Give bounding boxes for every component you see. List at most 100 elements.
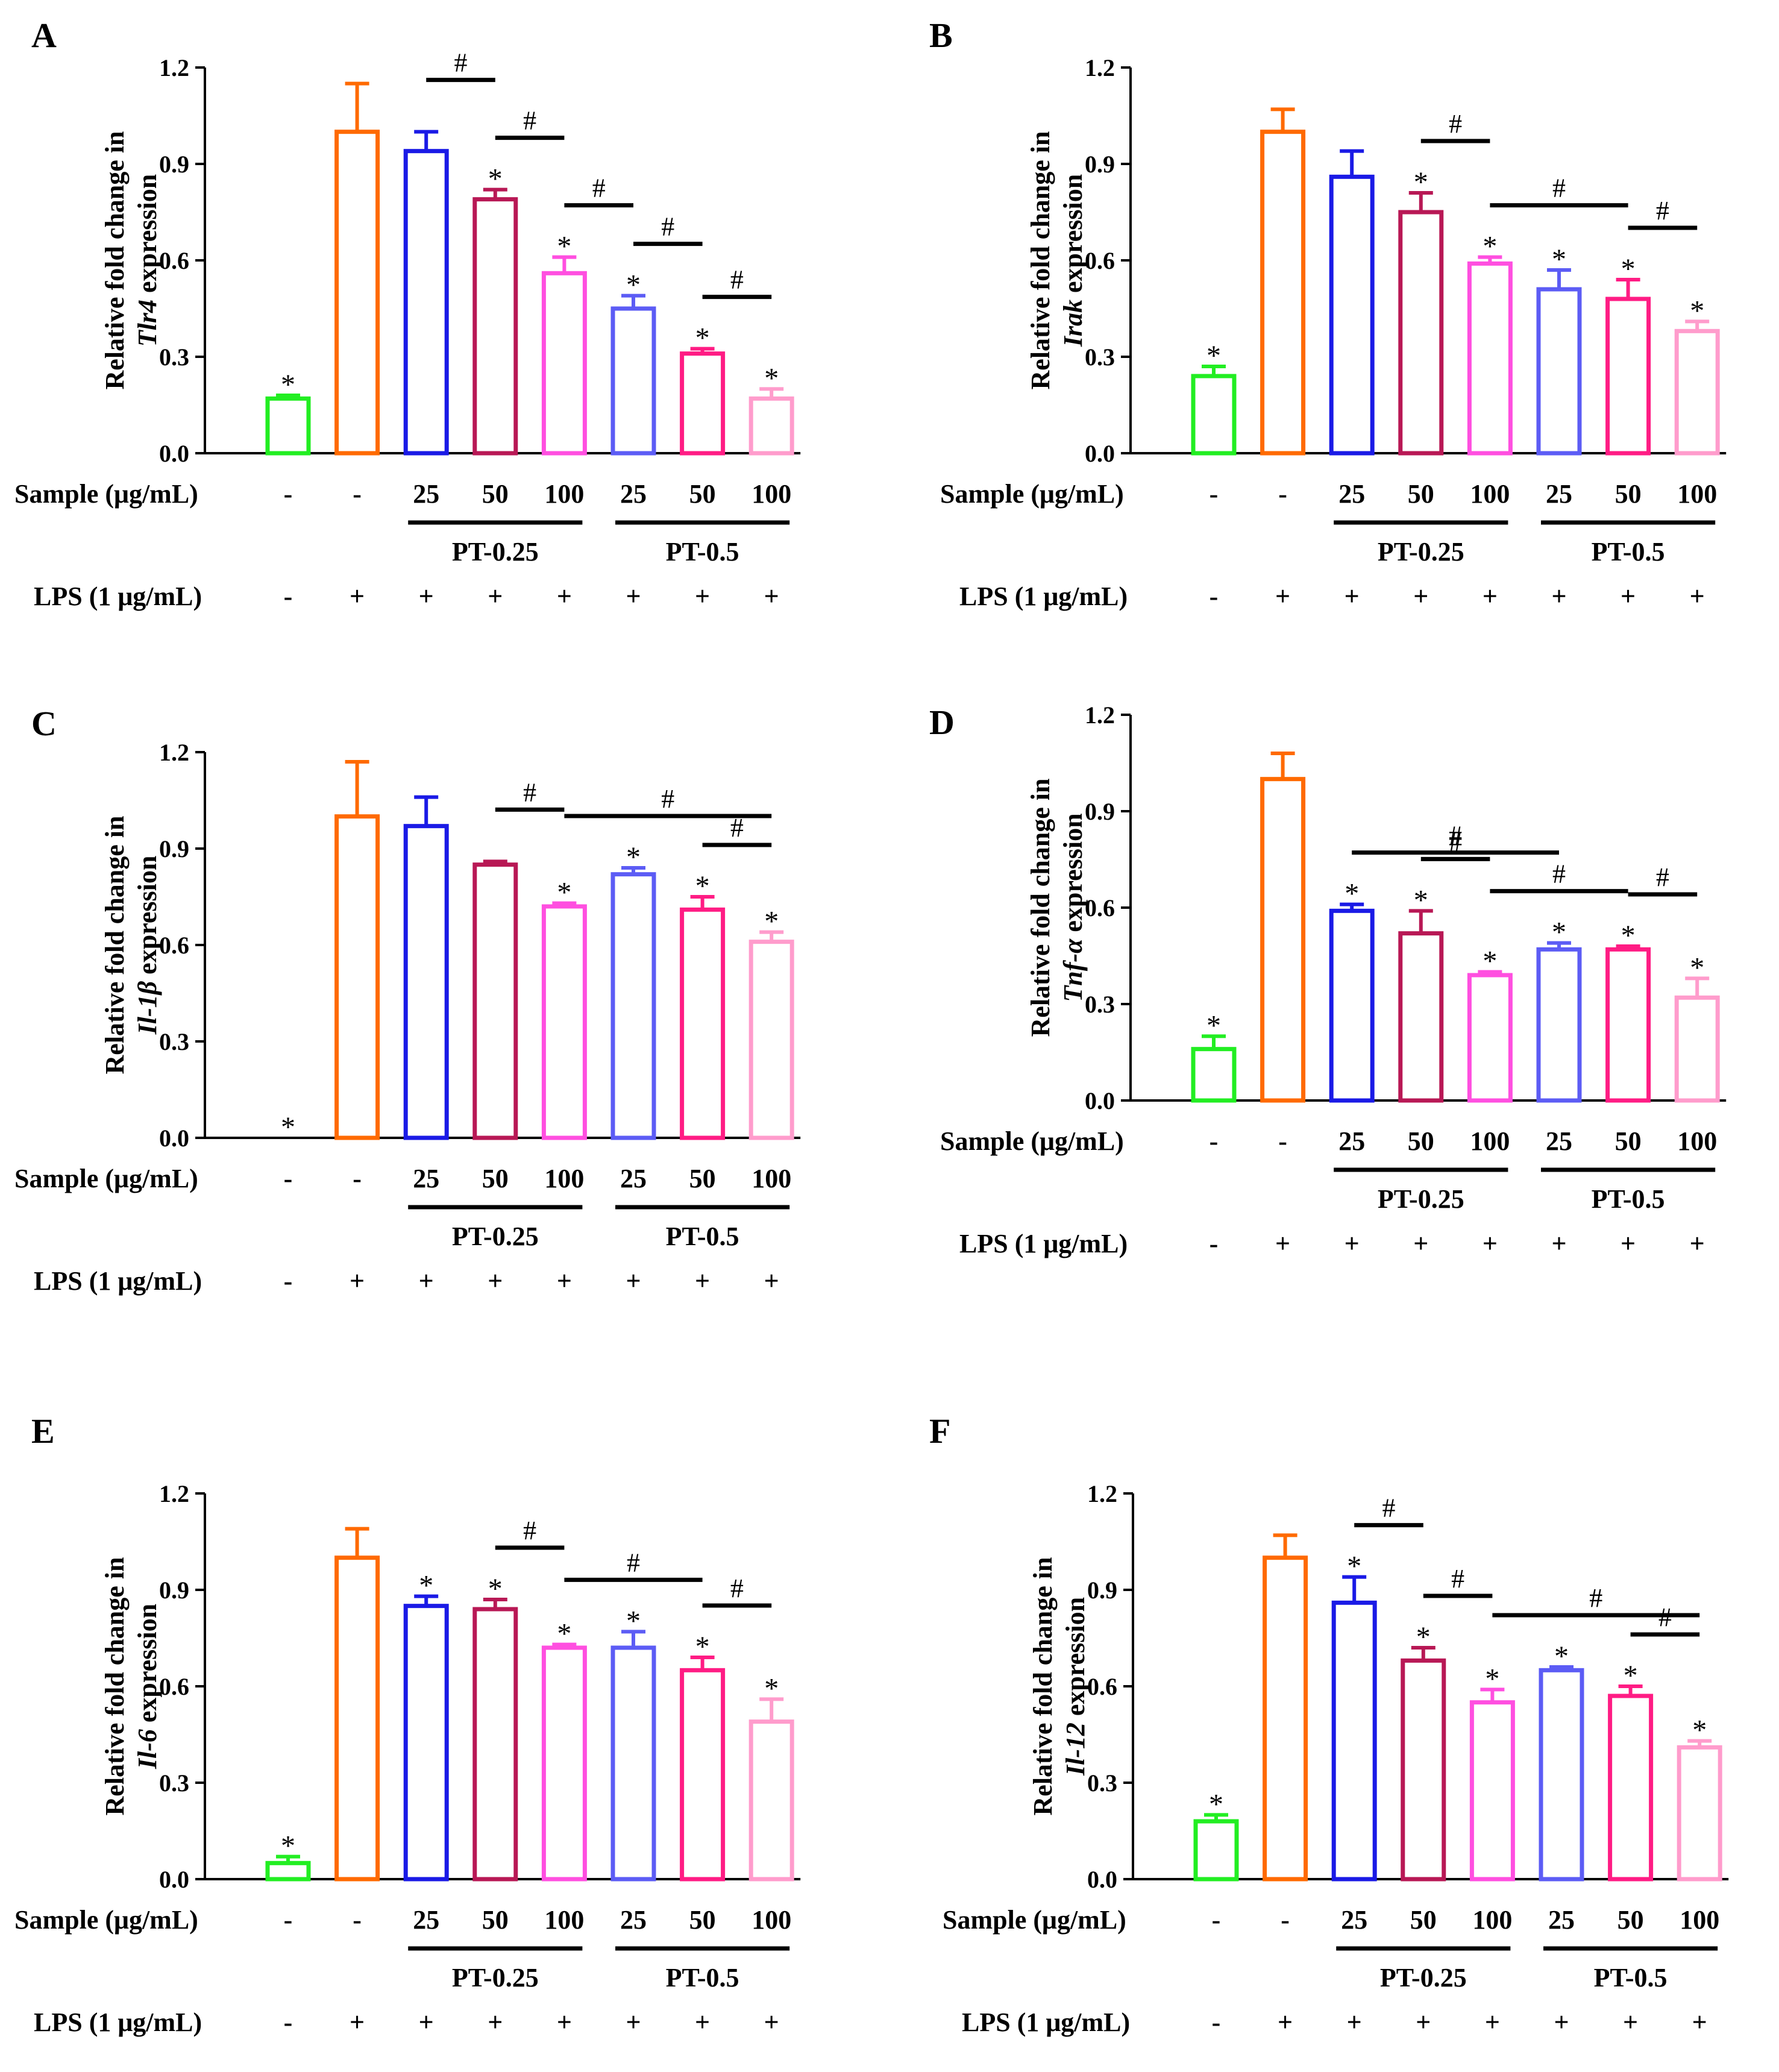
gene-name: Irak bbox=[1058, 300, 1088, 347]
y-tick-label: 0.9 bbox=[1087, 1577, 1117, 1604]
sample-value: 100 bbox=[751, 1905, 791, 1935]
sample-value: - bbox=[1278, 1126, 1287, 1156]
lps-value: + bbox=[764, 582, 779, 611]
y-tick-label: 0.6 bbox=[159, 932, 189, 959]
bar bbox=[1539, 1668, 1584, 1882]
bar bbox=[1191, 1047, 1237, 1103]
significance-star: * bbox=[764, 362, 779, 394]
sample-value: 50 bbox=[1410, 1905, 1437, 1935]
significance-hash: # bbox=[1449, 827, 1462, 856]
significance-star: * bbox=[1621, 253, 1636, 285]
lps-value: + bbox=[1482, 582, 1498, 611]
y-tick-label: 0.3 bbox=[1085, 344, 1115, 371]
lps-row-label: LPS (1 μg/mL) bbox=[962, 2008, 1130, 2037]
sample-value: 25 bbox=[1548, 1905, 1575, 1935]
significance-hash: # bbox=[730, 265, 744, 295]
significance-hash: # bbox=[454, 48, 468, 78]
y-tick-label: 0.3 bbox=[159, 1028, 189, 1055]
sample-value: 100 bbox=[1677, 479, 1717, 509]
y-tick-label: 1.2 bbox=[1085, 54, 1115, 81]
bar bbox=[1677, 1745, 1722, 1882]
sample-value: 25 bbox=[620, 479, 647, 509]
significance-star: * bbox=[557, 877, 571, 909]
significance-star: * bbox=[1692, 1715, 1707, 1747]
group-label: PT-0.5 bbox=[1592, 537, 1665, 567]
panel-C: C 0.0 0.3 0.6 0.9 1.2 Relative fold change in I… bbox=[14, 704, 801, 1296]
sample-value: 100 bbox=[544, 1164, 584, 1193]
y-tick-label: 0.9 bbox=[159, 1577, 189, 1604]
significance-star: * bbox=[626, 1605, 641, 1637]
bar bbox=[1260, 777, 1306, 1103]
significance-star: * bbox=[1690, 952, 1704, 984]
y-tick-label: 0.9 bbox=[159, 835, 189, 862]
significance-hash: # bbox=[627, 1548, 640, 1577]
sample-value: - bbox=[1212, 1905, 1221, 1935]
y-tick-label: 0.9 bbox=[159, 151, 189, 178]
group-label: PT-0.5 bbox=[1594, 1963, 1668, 1992]
lps-row-label: LPS (1 μg/mL) bbox=[34, 582, 202, 611]
significance-star: * bbox=[626, 269, 641, 301]
sample-value: 50 bbox=[482, 479, 509, 509]
bar bbox=[748, 1719, 794, 1882]
y-tick-label: 0.9 bbox=[1085, 798, 1115, 825]
lps-value: - bbox=[284, 582, 293, 611]
bar bbox=[1674, 995, 1720, 1103]
significance-star: * bbox=[695, 1631, 710, 1663]
lps-value: + bbox=[488, 2008, 503, 2037]
sample-value: 100 bbox=[751, 479, 791, 509]
sample-row-label: Sample (μg/mL) bbox=[14, 479, 198, 509]
sample-value: - bbox=[284, 1164, 293, 1193]
y-axis-label-line2: Tnf-α expression bbox=[1058, 813, 1088, 1002]
sample-value: - bbox=[1281, 1905, 1290, 1935]
significance-star: * bbox=[764, 1672, 779, 1704]
lps-value: + bbox=[626, 582, 641, 611]
gene-name: Tnf-α bbox=[1058, 938, 1088, 1002]
lps-value: + bbox=[1344, 1229, 1360, 1258]
significance-star: * bbox=[695, 870, 710, 902]
lps-value: + bbox=[419, 1266, 434, 1296]
lps-value: + bbox=[557, 582, 572, 611]
lps-value: + bbox=[764, 1266, 779, 1296]
significance-star: * bbox=[1209, 1788, 1223, 1820]
significance-star: * bbox=[557, 231, 571, 263]
y-axis-label-suffix: expression bbox=[133, 1604, 162, 1729]
y-tick-label: 0.3 bbox=[159, 344, 189, 371]
bar bbox=[541, 271, 587, 456]
y-tick-label: 0.0 bbox=[159, 1125, 189, 1152]
y-tick-label: 1.2 bbox=[1085, 702, 1115, 729]
lps-value: + bbox=[764, 2008, 779, 2037]
y-axis-label: Relative fold change in Il-1β expression bbox=[100, 816, 162, 1075]
significance-star: * bbox=[1482, 231, 1497, 263]
bar bbox=[265, 396, 311, 456]
significance-hash: # bbox=[523, 1516, 536, 1545]
gene-name: Il-6 bbox=[133, 1729, 162, 1769]
bar bbox=[680, 1668, 726, 1882]
group-label: PT-0.5 bbox=[1592, 1184, 1665, 1214]
lps-value: + bbox=[626, 2008, 641, 2037]
significance-star: * bbox=[1414, 166, 1428, 198]
lps-row-label: LPS (1 μg/mL) bbox=[34, 1266, 202, 1296]
bar bbox=[1469, 1700, 1515, 1882]
sample-value: 25 bbox=[620, 1905, 647, 1935]
lps-value: + bbox=[1275, 1229, 1290, 1258]
lps-value: - bbox=[1210, 1229, 1219, 1258]
sample-value: 50 bbox=[689, 479, 716, 509]
y-axis-label-line1: Relative fold change in bbox=[1028, 1557, 1058, 1816]
significance-hash: # bbox=[661, 784, 674, 814]
bar bbox=[1536, 287, 1582, 456]
bar bbox=[1331, 1600, 1377, 1882]
sample-value: - bbox=[1210, 1126, 1219, 1156]
panel-D: D 0.0 0.3 0.6 0.9 1.2 Relative fold change in T… bbox=[929, 702, 1727, 1258]
bar bbox=[610, 306, 656, 456]
lps-value: + bbox=[350, 2008, 365, 2037]
significance-star: * bbox=[281, 1111, 295, 1143]
bar bbox=[1329, 908, 1375, 1103]
significance-hash: # bbox=[1382, 1493, 1396, 1523]
lps-value: + bbox=[626, 1266, 641, 1296]
significance-hash: # bbox=[1656, 196, 1669, 225]
significance-hash: # bbox=[1656, 862, 1669, 892]
y-tick-label: 0.3 bbox=[1087, 1769, 1117, 1797]
sample-value: 25 bbox=[413, 1905, 439, 1935]
sample-value: 25 bbox=[1546, 1126, 1572, 1156]
lps-value: - bbox=[284, 1266, 293, 1296]
